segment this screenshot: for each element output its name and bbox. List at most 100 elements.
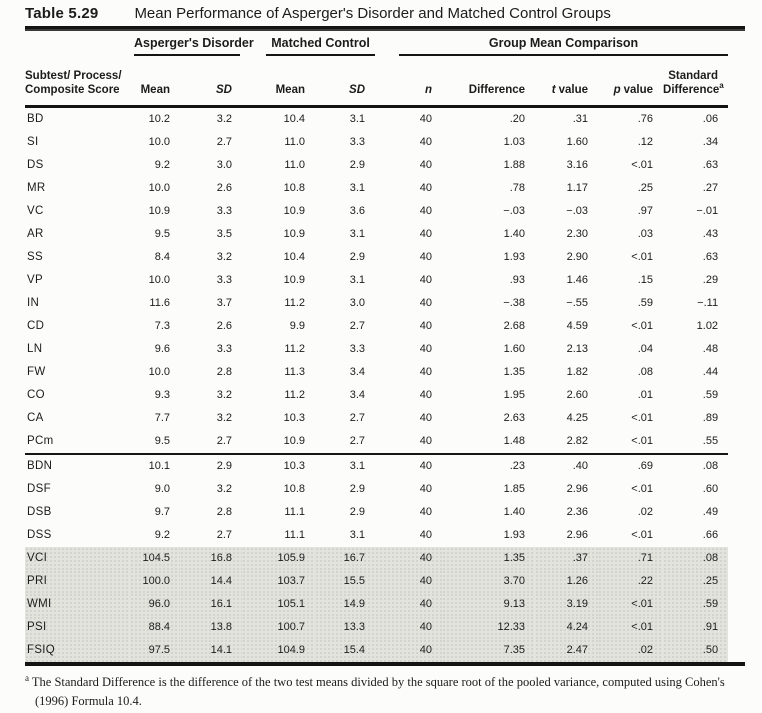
table-row: PSI 88.4 13.8 100.7 13.3 40 12.33 4.24 <.01.91 <box>25 615 729 639</box>
row-label: SS <box>27 251 43 264</box>
cell: 2.68 <box>503 320 526 333</box>
cell: 3.19 <box>535 592 599 616</box>
row-label: SI <box>27 136 39 149</box>
cell: 1.02 <box>696 320 719 333</box>
cell: 10.0 <box>148 274 170 287</box>
title-rule <box>25 26 745 29</box>
cell: 3.0 <box>349 297 366 310</box>
cell: 40 <box>419 297 433 310</box>
cell: 40 <box>419 389 433 402</box>
cell: 3.70 <box>442 569 536 593</box>
table-caption-row: Table 5.29 Mean Performance of Asperger'… <box>25 2 745 26</box>
cell: 2.47 <box>535 638 599 662</box>
cell: 11.1 <box>284 506 305 519</box>
cell: 3.5 <box>216 228 232 241</box>
column-header-t-value: t value <box>551 84 589 97</box>
table-row: DSS 9.2 2.7 11.1 3.1 40 1.93 2.96 <.01 .66 <box>25 524 728 547</box>
table-row: CD 7.3 2.6 9.9 2.7 40 2.68 4.59 <.01 1.02 <box>25 315 728 338</box>
column-header-row: Subtest/ Process/ Composite Score Mean S… <box>25 56 729 107</box>
row-label: BDN <box>25 452 130 478</box>
cell: 2.8 <box>216 506 232 519</box>
table-number: Table 5.29 <box>25 5 99 22</box>
table-row: BDN 10.1 2.9 10.3 3.1 40.23.40.69.08 <box>25 452 729 478</box>
cell: 40 <box>419 343 433 356</box>
cell: 3.1 <box>349 113 366 126</box>
cell: .25 <box>663 569 729 593</box>
row-label: PRI <box>25 569 130 593</box>
cell: 40 <box>419 159 433 172</box>
row-label: MR <box>27 182 46 195</box>
cell: 1.03 <box>503 136 526 149</box>
spanner-matched-control: Matched Control <box>266 36 376 56</box>
cell: .60 <box>702 483 719 496</box>
table-row: PRI 100.0 14.4 103.7 15.5 40 3.70 1.26.22.25 <box>25 569 729 593</box>
cell: 10.9 <box>148 205 170 218</box>
cell: 2.96 <box>566 529 589 542</box>
cell: 100.7 <box>242 615 315 639</box>
cell: 1.40 <box>503 228 526 241</box>
cell: 1.88 <box>503 159 526 172</box>
table-title: Mean Performance of Asperger's Disorder … <box>134 5 611 22</box>
cell: .23 <box>442 452 536 478</box>
cell: 3.2 <box>216 251 232 264</box>
cell: 15.4 <box>315 638 376 662</box>
cell: 10.4 <box>283 113 305 126</box>
table-body: BD 10.2 3.2 10.4 3.1 40 .20 .31 .76 .06 SI 10.0 2.7 1… <box>25 106 729 662</box>
cell: 10.3 <box>242 452 315 478</box>
cell: .55 <box>702 435 719 448</box>
table-row: FW 10.0 2.8 11.3 3.4 40 1.35 1.82 .08 .44 <box>25 361 728 384</box>
cell: 3.16 <box>566 159 589 172</box>
cell: 3.1 <box>315 452 376 478</box>
cell: .02 <box>598 638 664 662</box>
cell: 4.59 <box>566 320 589 333</box>
cell: .34 <box>702 136 719 149</box>
column-header-asperger-mean: Mean <box>140 84 170 97</box>
cell: 3.3 <box>349 343 366 356</box>
cell: 10.0 <box>148 182 170 195</box>
cell: 2.7 <box>216 136 232 149</box>
table-row: DSB 9.7 2.8 11.1 2.9 40 1.40 2.36 .02 .49 <box>25 501 728 524</box>
table-row: VCI 104.5 16.8 105.9 16.7 40 1.35.37.71.08 <box>25 546 729 570</box>
table-row: FSIQ 97.5 14.1 104.9 15.4 40 7.35 2.47.02.50 <box>25 638 729 662</box>
table-row: IN 11.6 3.7 11.2 3.0 40 −.38 −.55 .59 −.11 <box>25 292 728 315</box>
cell: 3.3 <box>216 205 232 218</box>
cell: 9.5 <box>154 435 170 448</box>
cell: 40 <box>419 136 433 149</box>
row-label: CA <box>27 412 44 425</box>
cell: 103.7 <box>242 569 315 593</box>
cell: .59 <box>637 297 654 310</box>
cell: 88.4 <box>130 615 180 639</box>
column-header-matched-sd: SD <box>349 84 366 97</box>
cell: −.03 <box>503 205 526 218</box>
cell: 7.7 <box>154 412 170 425</box>
cell: 9.9 <box>289 320 305 333</box>
cell: 11.1 <box>284 529 305 542</box>
cell: <.01 <box>631 529 654 542</box>
cell: .44 <box>702 366 719 379</box>
cell: 2.90 <box>566 251 589 264</box>
cell: 105.9 <box>242 546 315 570</box>
cell: 1.93 <box>503 529 526 542</box>
cell: 11.3 <box>284 366 305 379</box>
cell: 10.0 <box>148 136 170 149</box>
row-label: FSIQ <box>25 638 130 662</box>
bottom-rule <box>25 661 745 666</box>
cell: .06 <box>702 113 719 126</box>
cell: 16.1 <box>180 592 242 616</box>
cell: 9.0 <box>154 483 170 496</box>
cell: 10.3 <box>283 412 305 425</box>
cell: 2.13 <box>566 343 589 356</box>
cell: −.03 <box>566 205 589 218</box>
cell: 40 <box>419 182 433 195</box>
performance-table: Asperger's Disorder Matched Control Grou… <box>25 31 729 662</box>
cell: 9.2 <box>154 159 170 172</box>
table-row: AR 9.5 3.5 10.9 3.1 40 1.40 2.30 .03 .43 <box>25 223 728 246</box>
cell: .01 <box>637 389 654 402</box>
cell: 1.35 <box>503 366 526 379</box>
cell: .89 <box>702 412 719 425</box>
cell: 1.17 <box>566 182 589 195</box>
cell: .27 <box>702 182 719 195</box>
cell: .22 <box>598 569 664 593</box>
row-label: PSI <box>25 615 130 639</box>
cell: .97 <box>637 205 654 218</box>
